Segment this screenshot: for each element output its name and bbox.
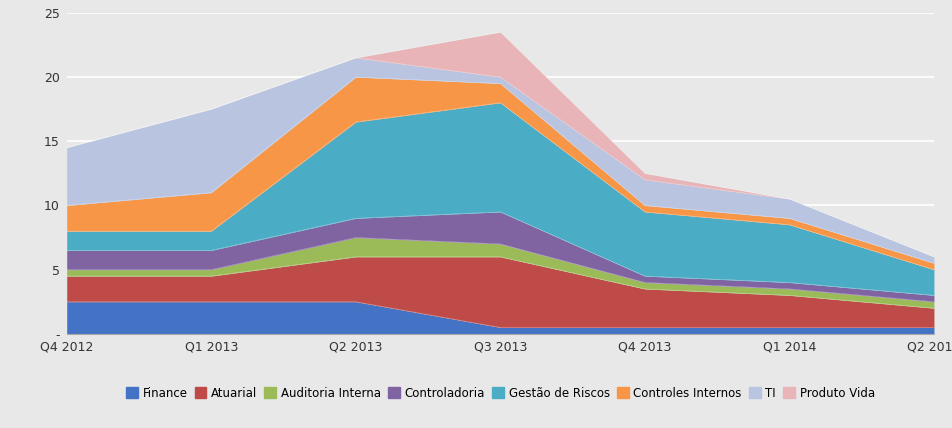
Legend: Finance, Atuarial, Auditoria Interna, Controladoria, Gestão de Riscos, Controles: Finance, Atuarial, Auditoria Interna, Co… bbox=[121, 382, 879, 404]
